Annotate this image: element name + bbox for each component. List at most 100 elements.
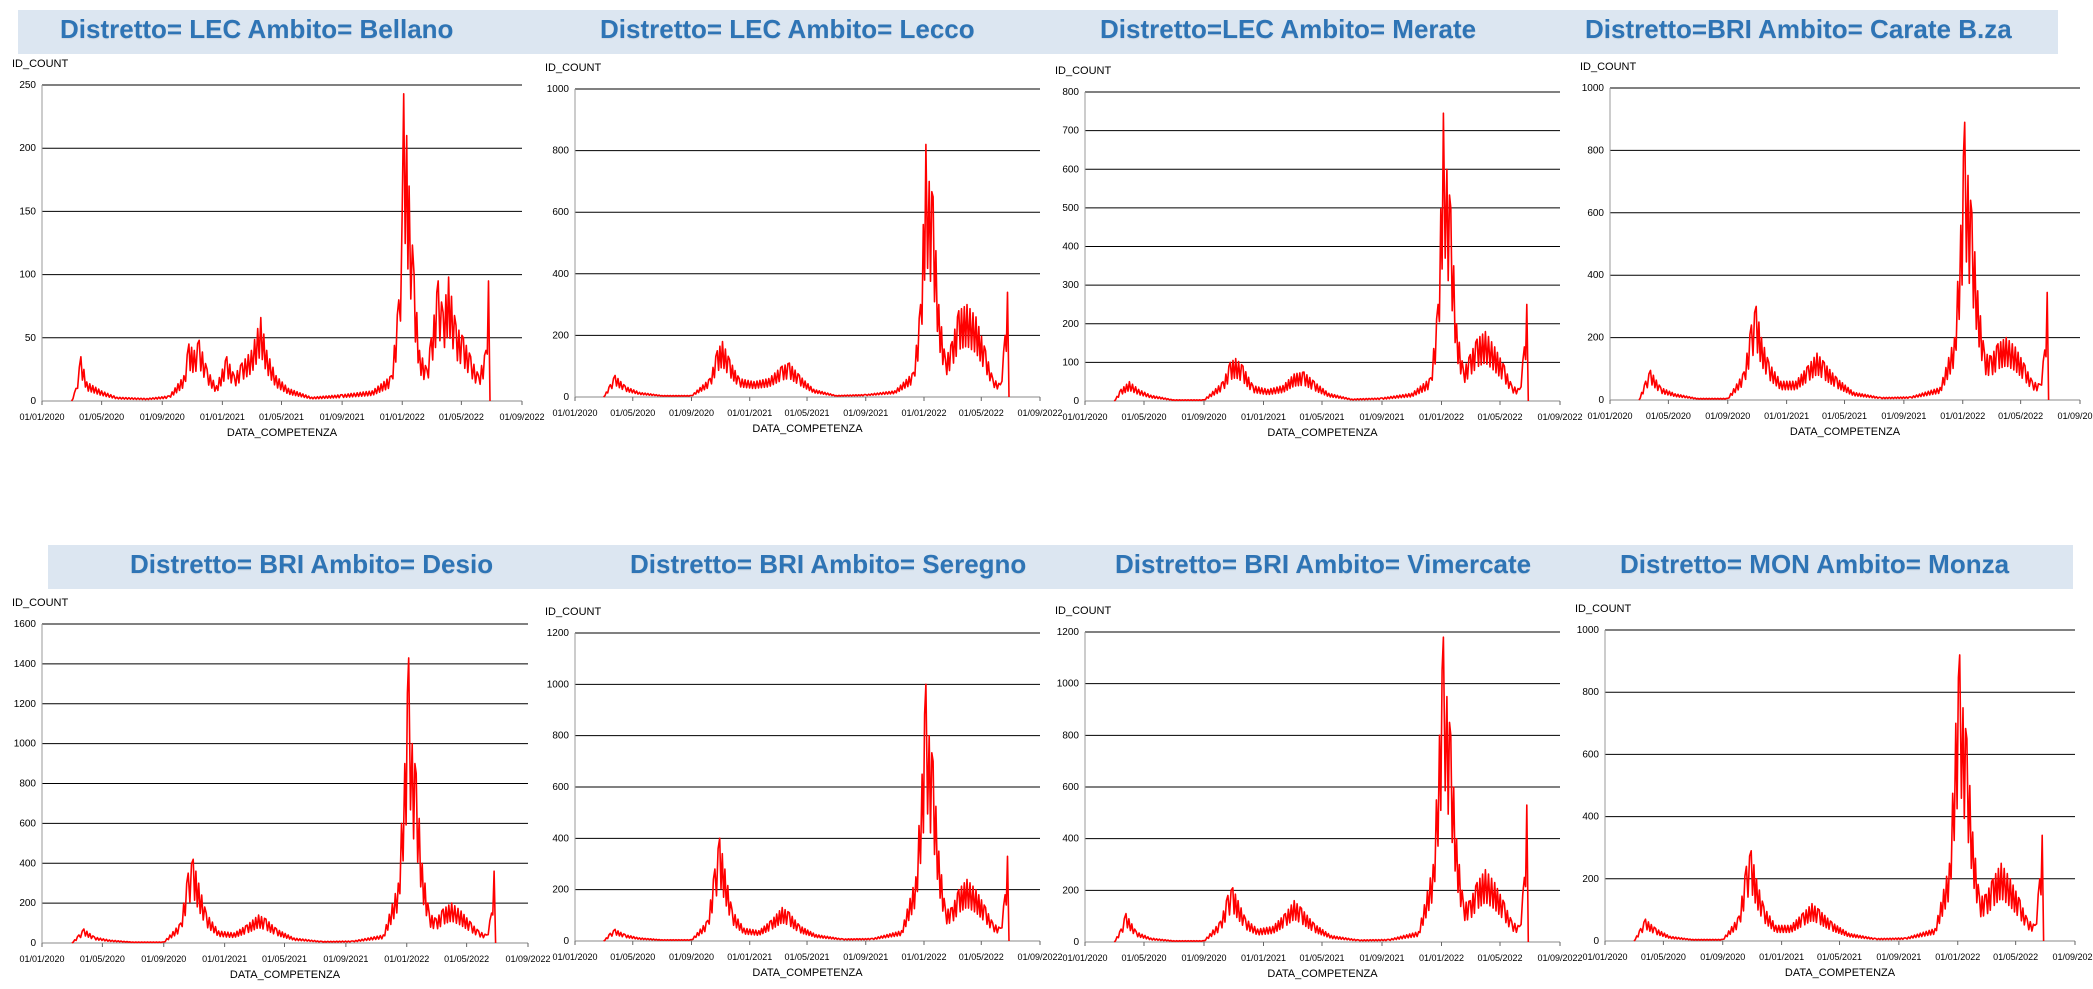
y-tick-label: 100 (1062, 357, 1079, 368)
x-tick-label: 01/01/2020 (19, 412, 64, 422)
y-tick-label: 200 (1582, 874, 1599, 885)
x-tick-label: 01/01/2022 (901, 408, 946, 418)
series-line (603, 683, 1010, 942)
y-tick-label: 200 (552, 885, 569, 896)
x-tick-label: 01/05/2021 (784, 408, 829, 418)
x-tick-label: 01/01/2021 (727, 952, 772, 962)
y-tick-label: 700 (1062, 126, 1079, 137)
y-tick-label: 200 (1062, 885, 1079, 896)
y-tick-label: 400 (1062, 834, 1079, 845)
x-tick-label: 01/09/2020 (1705, 411, 1750, 421)
y-tick-label: 1000 (547, 679, 570, 690)
x-tick-label: 01/05/2020 (1646, 411, 1691, 421)
title-banner-bottom (48, 545, 2073, 589)
chart-svg: ID_COUNT 0 100 200 300 400 500 600 700 800 01/01/2… (1055, 65, 1583, 439)
chart-panel: ID_COUNT 0 100 200 300 400 500 600 700 800 01/01/2… (1055, 0, 1583, 440)
y-tick-label: 400 (1582, 812, 1599, 823)
y-tick-label: 1400 (14, 659, 37, 670)
y-tick-label: 0 (30, 938, 36, 949)
x-tick-label: 01/09/2021 (843, 952, 888, 962)
chart-title: Distretto= LEC Ambito= Lecco (600, 14, 975, 44)
y-tick-label: 800 (1582, 687, 1599, 698)
x-tick-label: 01/05/2022 (959, 408, 1004, 418)
y-tick-label: 400 (552, 833, 569, 844)
series-line (70, 93, 491, 402)
x-tick-label: 01/09/2020 (141, 954, 186, 964)
x-tick-label: 01/05/2020 (1121, 953, 1166, 963)
y-tick-label: 800 (1062, 730, 1079, 741)
x-tick-label: 01/05/2021 (1817, 952, 1862, 962)
y-tick-label: 800 (552, 146, 569, 157)
y-tick-label: 1000 (1057, 679, 1080, 690)
y-tick-label: 400 (19, 858, 36, 869)
chart-panel: ID_COUNT 0 200 400 600 800 1000 1200 01/01/2020 0… (535, 545, 1063, 985)
y-tick-label: 1000 (1577, 625, 1600, 636)
y-tick-label: 600 (19, 818, 36, 829)
y-tick-label: 800 (1062, 87, 1079, 98)
y-tick-label: 0 (563, 936, 569, 947)
chart-svg: ID_COUNT 0 50 100 150 200 250 01/01/2020 01/05/2… (12, 58, 545, 439)
x-axis-label: DATA_COMPETENZA (230, 969, 341, 981)
x-tick-label: 01/01/2021 (1759, 952, 1804, 962)
chart-title: Distretto=BRI Ambito= Carate B.za (1585, 14, 2012, 44)
chart-panel: ID_COUNT 0 200 400 600 800 1000 1200 01/01/2020 0… (1055, 545, 1583, 985)
y-tick-label: 800 (19, 779, 36, 790)
x-tick-label: 01/09/2020 (669, 408, 714, 418)
y-tick-label: 100 (19, 270, 36, 281)
x-tick-label: 01/01/2022 (1940, 411, 1985, 421)
y-tick-label: 400 (552, 269, 569, 280)
x-axis-label: DATA_COMPETENZA (1267, 427, 1378, 439)
x-tick-label: 01/01/2020 (552, 408, 597, 418)
x-tick-label: 01/09/2022 (1537, 412, 1582, 422)
x-tick-label: 01/05/2022 (439, 412, 484, 422)
y-tick-label: 0 (563, 392, 569, 403)
x-tick-label: 01/05/2021 (262, 954, 307, 964)
series-line (1633, 654, 2045, 942)
x-tick-label: 01/01/2021 (1764, 411, 1809, 421)
x-tick-label: 01/09/2021 (323, 954, 368, 964)
x-tick-label: 01/05/2022 (1993, 952, 2038, 962)
y-tick-label: 1200 (1057, 627, 1080, 638)
x-tick-label: 01/05/2022 (1998, 411, 2043, 421)
y-tick-label: 1000 (1582, 83, 1605, 94)
x-axis-label: DATA_COMPETENZA (227, 427, 338, 439)
x-tick-label: 01/09/2020 (140, 412, 185, 422)
y-tick-label: 200 (1587, 333, 1604, 344)
x-tick-label: 01/09/2020 (669, 952, 714, 962)
series-line (1113, 112, 1530, 402)
x-tick-label: 01/01/2020 (1062, 953, 1107, 963)
chart-panel: ID_COUNT 0 50 100 150 200 250 01/01/2020 01/05/2… (0, 0, 545, 440)
y-tick-label: 0 (1073, 937, 1079, 948)
y-axis-label: ID_COUNT (545, 606, 602, 618)
x-tick-label: 01/01/2022 (1419, 953, 1464, 963)
y-tick-label: 600 (1582, 749, 1599, 760)
y-tick-label: 1200 (14, 699, 37, 710)
x-tick-label: 01/01/2022 (1935, 952, 1980, 962)
x-tick-label: 01/09/2021 (1881, 411, 1926, 421)
chart-title: Distretto= BRI Ambito= Seregno (630, 549, 1027, 579)
x-tick-label: 01/01/2020 (1587, 411, 1632, 421)
y-tick-label: 500 (1062, 203, 1079, 214)
chart-title: Distretto= LEC Ambito= Bellano (60, 14, 454, 44)
x-tick-label: 01/01/2022 (380, 412, 425, 422)
y-tick-label: 600 (1587, 208, 1604, 219)
y-axis-label: ID_COUNT (545, 62, 602, 74)
y-tick-label: 1600 (14, 619, 37, 630)
chart-panel: ID_COUNT 0 200 400 600 800 1000 1200 1400 1600 01/… (0, 545, 551, 985)
x-tick-label: 01/09/2022 (2057, 411, 2093, 421)
x-tick-label: 01/05/2020 (1121, 412, 1166, 422)
x-tick-label: 01/01/2020 (552, 952, 597, 962)
x-tick-label: 01/01/2020 (1582, 952, 1627, 962)
chart-svg: ID_COUNT 0 200 400 600 800 1000 1200 01/01/2020 0… (1055, 605, 1583, 980)
y-tick-label: 50 (25, 333, 37, 344)
chart-svg: ID_COUNT 0 200 400 600 800 1000 01/01/2020 01/05… (1580, 61, 2093, 438)
x-tick-label: 01/09/2021 (1359, 412, 1404, 422)
y-tick-label: 200 (1062, 319, 1079, 330)
chart-svg: ID_COUNT 0 200 400 600 800 1000 01/01/2020 01/05… (1575, 603, 2093, 979)
chart-panel: ID_COUNT 0 200 400 600 800 1000 01/01/2020 01/05… (535, 0, 1063, 440)
y-tick-label: 400 (1062, 242, 1079, 253)
x-tick-label: 01/05/2021 (259, 412, 304, 422)
x-tick-label: 01/05/2020 (610, 952, 655, 962)
x-tick-label: 01/05/2020 (80, 954, 125, 964)
x-axis-label: DATA_COMPETENZA (1267, 968, 1378, 980)
